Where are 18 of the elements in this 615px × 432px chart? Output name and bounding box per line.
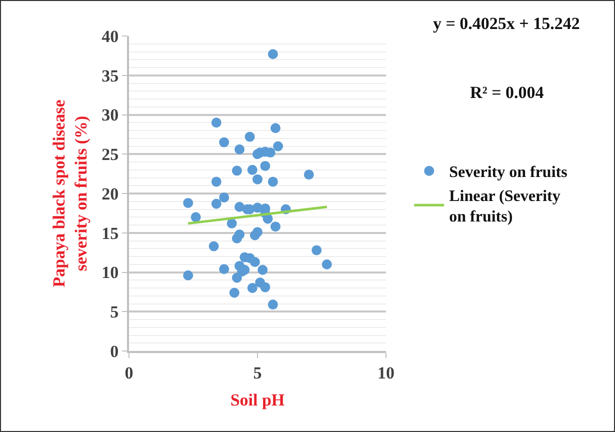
text: R² = 0.004: [470, 83, 544, 102]
y-tick-label: 20: [102, 184, 119, 204]
legend-label: Severity on fruits: [449, 164, 568, 182]
x-tick-label: 10: [378, 363, 394, 382]
y-tick-label: 40: [102, 26, 119, 46]
y-tick-label: 35: [102, 66, 119, 86]
x-axis-title: Soil pH: [230, 390, 285, 410]
legend-label: Linear (Severity on fruits): [449, 188, 560, 226]
y-tick-label: 0: [110, 342, 119, 361]
y-tick-label: 30: [102, 106, 119, 125]
y-tick-label: 25: [102, 145, 119, 164]
y-axis-title: Papaya black spot disease severity on fruits (%): [50, 99, 91, 288]
x-tick-label: 0: [124, 363, 134, 382]
y-tick-label: 5: [110, 302, 119, 322]
text: y = 0.4025x + 15.242: [433, 14, 580, 33]
x-tick-label: 5: [253, 363, 262, 382]
y-tick-label: 10: [102, 263, 119, 282]
y-tick-label: 15: [102, 224, 119, 243]
